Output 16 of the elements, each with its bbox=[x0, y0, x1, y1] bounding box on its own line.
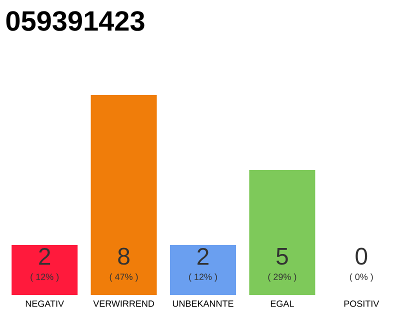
data-label: 8 bbox=[118, 248, 130, 265]
annotation: ( 12% ) bbox=[30, 273, 59, 282]
annotation: ( 12% ) bbox=[189, 273, 217, 282]
data-label: 0 bbox=[356, 248, 368, 265]
chart-title: 059391423 bbox=[6, 11, 144, 31]
annotation: ( 29% ) bbox=[268, 273, 296, 282]
x-tick-label: EGAL bbox=[270, 300, 294, 307]
data-label: 2 bbox=[198, 248, 208, 265]
data-label: 5 bbox=[276, 248, 288, 265]
x-tick-label: POSITIV bbox=[344, 300, 380, 307]
x-tick-label: NEGATIV bbox=[26, 300, 64, 307]
data-label: 2 bbox=[39, 248, 50, 265]
annotation: ( 47% ) bbox=[110, 273, 138, 282]
annotation: ( 0% ) bbox=[350, 273, 373, 282]
x-tick-label: VERWIRREND bbox=[93, 300, 154, 307]
x-tick-label: UNBEKANNTE bbox=[172, 300, 234, 307]
